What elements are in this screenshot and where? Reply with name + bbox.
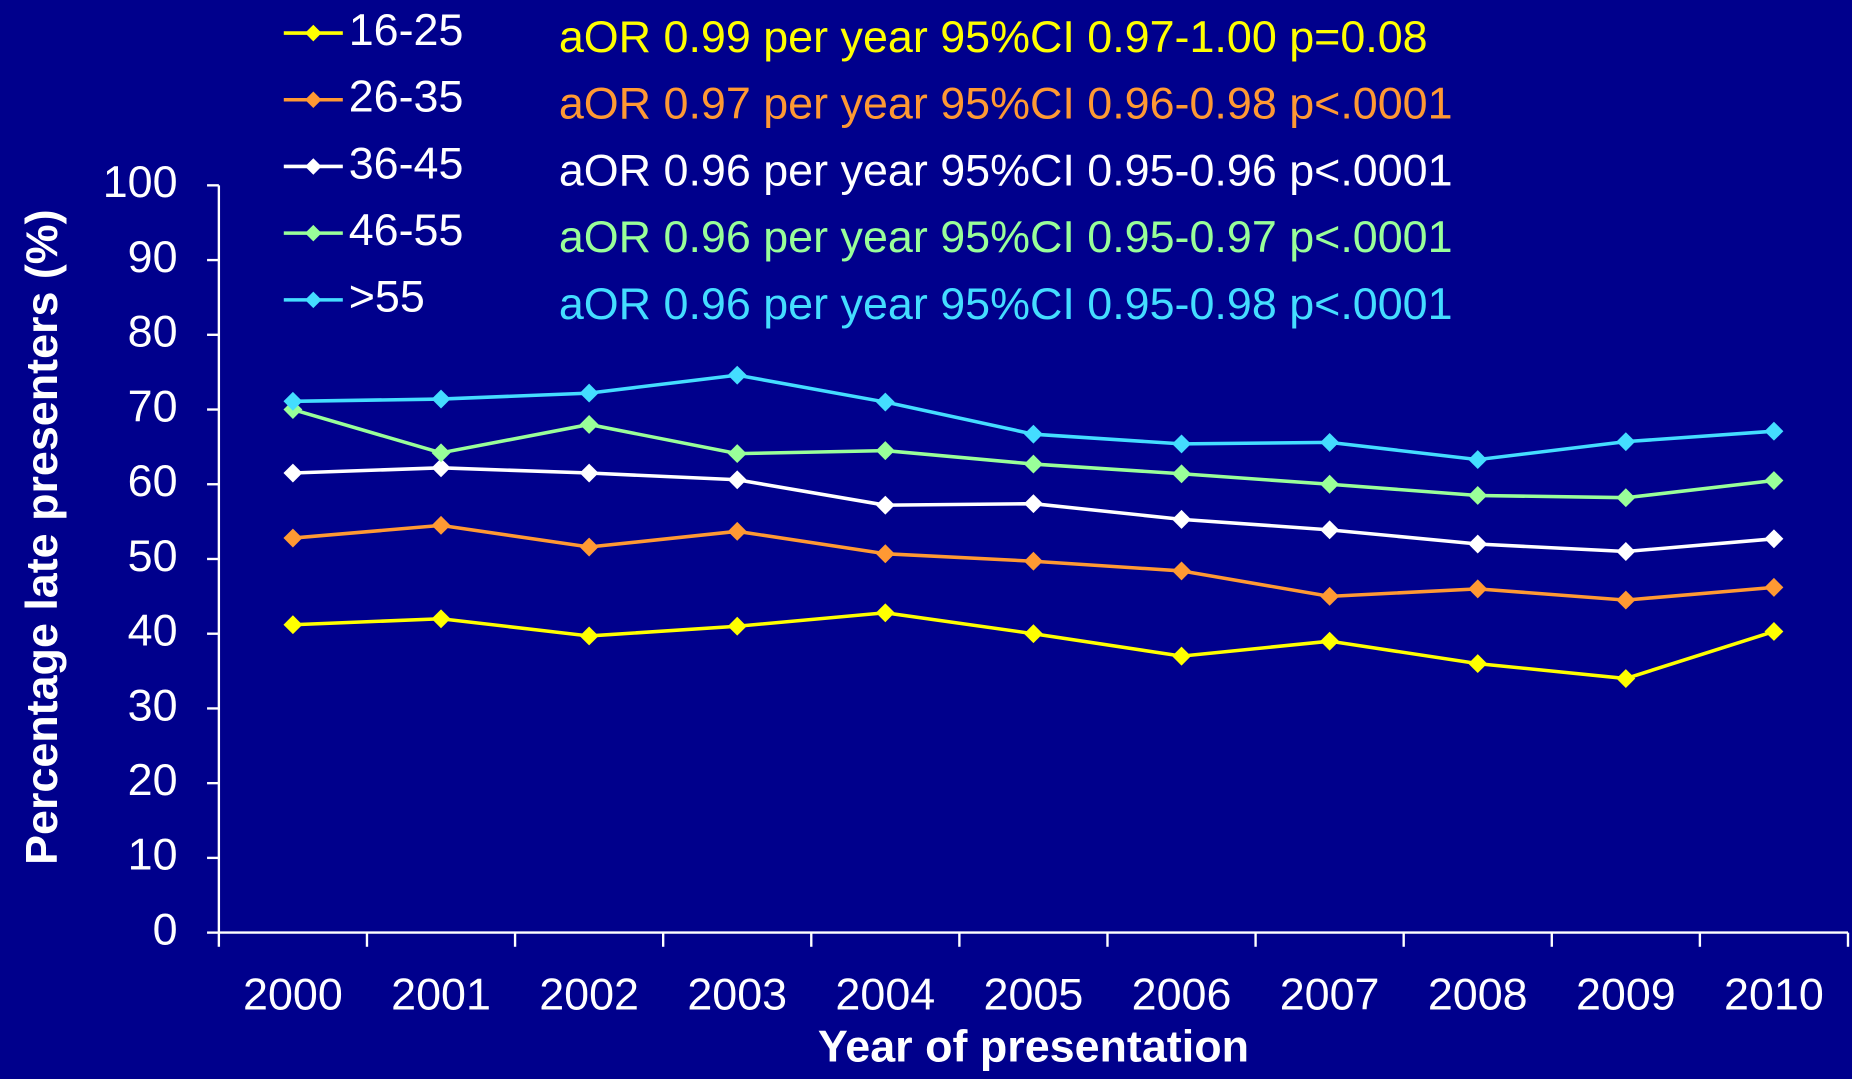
x-tick-label: 2006 xyxy=(1132,968,1232,1019)
data-point xyxy=(1023,454,1043,474)
x-tick-label: 2010 xyxy=(1724,968,1824,1019)
data-point xyxy=(1616,542,1636,561)
x-tick-label: 2000 xyxy=(243,968,343,1019)
annotation: aOR 0.96 per year 95%CI 0.95-0.98 p<.000… xyxy=(559,278,1453,329)
data-point xyxy=(1320,586,1340,606)
data-point xyxy=(1023,551,1043,571)
data-point xyxy=(283,391,303,411)
x-tick-label: 2008 xyxy=(1428,968,1528,1019)
data-point xyxy=(1468,450,1488,470)
data-point xyxy=(1023,624,1043,644)
data-point xyxy=(727,521,747,541)
data-point xyxy=(1616,488,1636,508)
y-tick-label: 70 xyxy=(128,380,178,431)
data-point xyxy=(283,528,303,548)
data-point xyxy=(1616,590,1636,610)
data-point xyxy=(727,470,747,490)
data-point xyxy=(579,537,599,557)
legend-marker xyxy=(305,91,322,109)
data-point xyxy=(875,392,895,412)
y-tick-label: 40 xyxy=(128,605,178,656)
x-tick-label: 2005 xyxy=(984,968,1084,1019)
y-tick-label: 10 xyxy=(128,829,178,880)
legend-marker xyxy=(305,291,322,309)
x-tick-label: 2001 xyxy=(391,968,491,1019)
data-point xyxy=(1468,486,1488,505)
data-point xyxy=(579,626,599,646)
data-point xyxy=(1320,432,1340,452)
data-point xyxy=(283,463,303,483)
x-tick-label: 2009 xyxy=(1576,968,1676,1019)
data-point xyxy=(579,415,599,434)
data-point xyxy=(431,609,451,629)
x-axis-title: Year of presentation xyxy=(818,1020,1249,1071)
y-tick-label: 60 xyxy=(128,455,178,506)
y-tick-label: 50 xyxy=(128,530,178,581)
legend-marker xyxy=(305,24,322,42)
data-point xyxy=(727,365,747,385)
y-tick-label: 80 xyxy=(128,306,178,357)
y-tick-label: 90 xyxy=(128,231,178,282)
data-point xyxy=(1320,520,1340,540)
data-point xyxy=(1023,424,1043,444)
data-point xyxy=(431,458,451,478)
data-point xyxy=(431,389,451,409)
data-point xyxy=(1616,432,1636,452)
legend-label: 46-55 xyxy=(349,204,464,255)
annotation: aOR 0.96 per year 95%CI 0.95-0.97 p<.000… xyxy=(559,211,1453,262)
y-axis-title: Percentage late presenters (%) xyxy=(16,209,67,865)
data-point xyxy=(1616,669,1636,688)
y-tick-label: 20 xyxy=(128,754,178,805)
legend-label: 26-35 xyxy=(349,71,464,122)
y-tick-label: 0 xyxy=(153,903,178,954)
data-point xyxy=(1468,579,1488,599)
data-point xyxy=(1468,654,1488,674)
data-point xyxy=(875,544,895,564)
x-tick-label: 2004 xyxy=(835,968,935,1019)
x-tick-label: 2007 xyxy=(1280,968,1380,1019)
data-point xyxy=(283,615,303,635)
data-point xyxy=(875,441,895,461)
legend-marker xyxy=(305,224,322,242)
data-point xyxy=(875,495,895,515)
legend-label: >55 xyxy=(349,271,425,322)
data-point xyxy=(431,443,451,463)
data-point xyxy=(727,444,747,464)
legend-marker xyxy=(305,158,322,175)
y-tick-label: 30 xyxy=(128,679,178,730)
annotation: aOR 0.97 per year 95%CI 0.96-0.98 p<.000… xyxy=(559,78,1453,129)
annotation: aOR 0.96 per year 95%CI 0.95-0.96 p<.000… xyxy=(559,144,1453,195)
data-point xyxy=(1468,534,1488,554)
y-tick-label: 100 xyxy=(103,156,178,207)
data-point xyxy=(727,616,747,636)
annotation: aOR 0.99 per year 95%CI 0.97-1.00 p=0.08 xyxy=(559,11,1428,62)
legend-label: 36-45 xyxy=(349,137,464,188)
data-point xyxy=(579,463,599,483)
data-point xyxy=(1320,631,1340,651)
data-point xyxy=(1023,494,1043,514)
x-tick-label: 2003 xyxy=(687,968,787,1019)
x-tick-label: 2002 xyxy=(539,968,639,1019)
data-point xyxy=(579,383,599,403)
data-point xyxy=(431,515,451,535)
data-point xyxy=(875,603,895,623)
data-point xyxy=(1320,474,1340,494)
legend-label: 16-25 xyxy=(349,4,464,55)
